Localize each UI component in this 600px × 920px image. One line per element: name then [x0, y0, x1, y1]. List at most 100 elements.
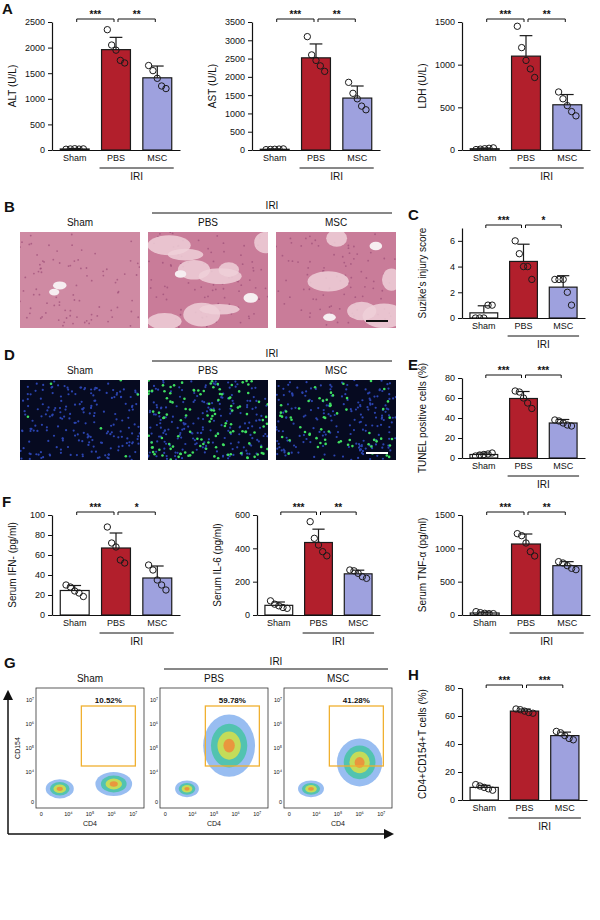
- y-tick-mark: [253, 582, 257, 583]
- texture-dot: [134, 423, 136, 425]
- y-tick-mark: [248, 40, 252, 41]
- x-tick-label: MSC: [553, 321, 574, 331]
- texture-dot: [391, 438, 394, 441]
- data-point: [564, 102, 570, 108]
- flow-y-tick-label: 10⁴: [26, 769, 35, 775]
- texture-dot: [387, 387, 389, 389]
- texture-dot: [74, 299, 76, 301]
- data-point: [564, 422, 570, 428]
- texture-dot: [305, 390, 307, 392]
- texture-dot: [77, 433, 79, 435]
- y-tick-mark: [253, 548, 257, 549]
- texture-dot: [224, 422, 227, 425]
- flow-frame: [36, 688, 144, 808]
- texture-dot: [288, 260, 290, 262]
- texture-dot: [202, 418, 204, 420]
- chart-panel: 05001000150020002500ShamPBSMSCALT (U/L)*…: [2, 0, 181, 182]
- texture-dot: [73, 429, 75, 431]
- texture-dot: [202, 426, 204, 428]
- texture-dot: [227, 430, 229, 432]
- texture-dot: [69, 413, 71, 415]
- x-tick-label: Sham: [473, 618, 497, 628]
- image: [276, 380, 396, 460]
- texture-dot: [332, 410, 334, 412]
- texture-dot: [373, 439, 376, 442]
- texture-dot: [257, 459, 259, 460]
- texture-dot: [129, 455, 131, 457]
- texture-dot: [36, 383, 38, 385]
- texture-dot: [137, 316, 139, 318]
- texture-dot: [67, 388, 69, 390]
- texture-dot: [205, 445, 207, 447]
- texture-dot: [211, 380, 214, 383]
- texture-dot: [348, 446, 350, 448]
- image: [284, 688, 392, 808]
- error-bar: [523, 244, 524, 261]
- texture-dot: [388, 414, 390, 416]
- y-tick: 40: [445, 413, 462, 423]
- texture-dot: [238, 441, 240, 443]
- texture-dot: [216, 235, 218, 237]
- texture-dot: [106, 392, 108, 394]
- texture-dot: [291, 242, 293, 244]
- texture-dot: [345, 388, 347, 390]
- texture-dot: [303, 434, 305, 436]
- texture-dot: [309, 441, 311, 443]
- texture-dot: [239, 426, 241, 428]
- texture-dot: [223, 251, 225, 253]
- texture-dot: [179, 396, 181, 398]
- group-label: IRI: [538, 821, 551, 832]
- texture-dot: [283, 394, 285, 396]
- y-tick-mark: [458, 800, 462, 801]
- x-tick: MSC: [147, 618, 168, 628]
- y-tick-mark: [458, 65, 462, 66]
- x-tick-label: Sham: [472, 803, 496, 813]
- texture-dot: [328, 430, 331, 433]
- y-tick: 500: [230, 127, 252, 137]
- texture-dot: [310, 387, 312, 389]
- image-label: MSC: [325, 365, 347, 376]
- texture-dot: [130, 260, 132, 262]
- texture-dot: [131, 432, 133, 434]
- x-tick: MSC: [557, 153, 578, 163]
- texture-dot: [91, 314, 93, 316]
- texture-dot: [77, 420, 79, 422]
- texture-dot: [287, 384, 289, 386]
- texture-dot: [192, 389, 195, 392]
- texture-dot: [182, 401, 184, 403]
- y-axis-title: ALT (U/L): [7, 65, 18, 107]
- texture-dot: [394, 437, 396, 439]
- texture-dot: [276, 246, 277, 248]
- x-tick: PBS: [107, 618, 125, 628]
- texture-dot: [387, 400, 390, 403]
- texture-dot: [153, 413, 155, 415]
- group-line: [100, 633, 174, 634]
- texture-dot: [261, 452, 264, 455]
- texture-dot: [329, 405, 332, 408]
- texture-dot: [284, 454, 286, 456]
- texture-dot: [173, 384, 176, 387]
- texture-dot: [88, 441, 90, 443]
- texture-dot: [46, 409, 48, 411]
- texture-dot: [330, 386, 332, 388]
- texture-dot: [24, 410, 26, 412]
- data-point: [313, 57, 319, 63]
- error-bar: [115, 533, 116, 548]
- data-point: [560, 276, 566, 282]
- texture-dot: [356, 384, 358, 386]
- texture-dot: [205, 447, 208, 450]
- bar: [549, 287, 577, 318]
- texture-dot: [125, 455, 128, 458]
- y-tick-mark: [458, 548, 462, 549]
- texture-dot: [282, 388, 284, 390]
- texture-dot: [376, 455, 378, 457]
- texture-dot: [172, 232, 174, 234]
- y-tick-mark: [458, 107, 462, 108]
- x-axis: ShamPBSMSC: [463, 151, 591, 164]
- texture-dot: [367, 443, 370, 446]
- texture-dot: [128, 427, 130, 429]
- texture-dot: [91, 280, 93, 282]
- y-axis-title: LDH (U/L): [417, 63, 428, 108]
- texture-dot: [196, 449, 198, 451]
- texture-dot: [128, 409, 130, 411]
